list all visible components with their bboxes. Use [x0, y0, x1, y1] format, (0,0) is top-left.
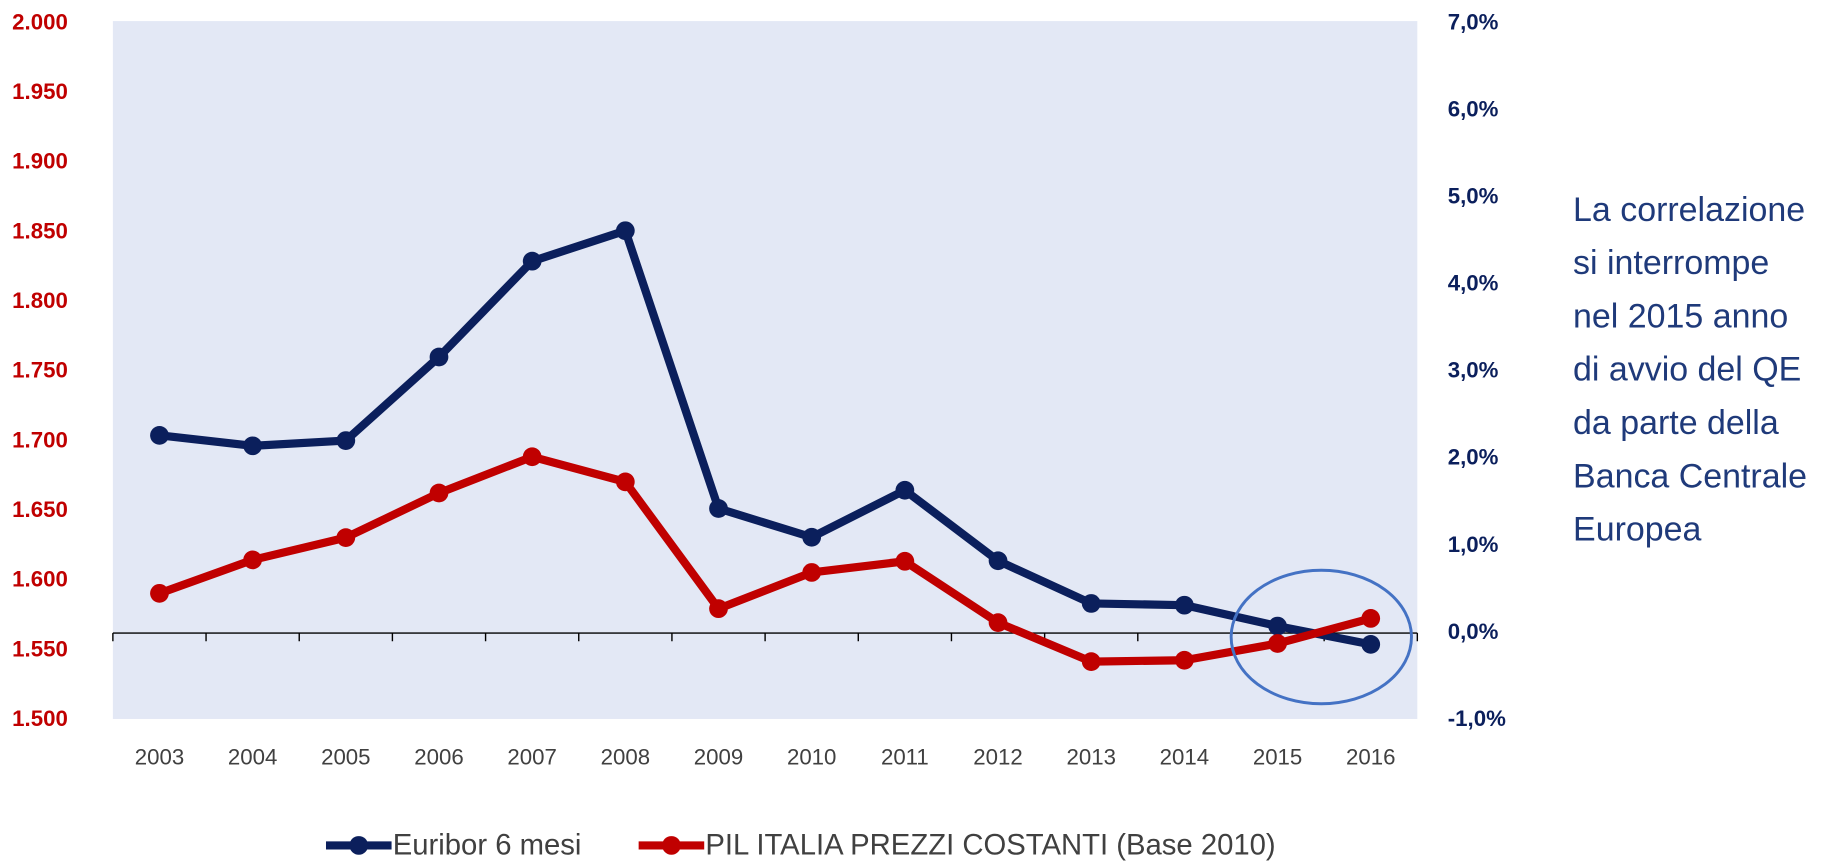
data-point	[522, 251, 542, 271]
data-point	[709, 499, 728, 518]
y-tick-label: 1.800	[12, 288, 68, 313]
y2-tick-label: 1,0%	[1448, 532, 1499, 557]
y-tick-label: 1.700	[12, 427, 68, 452]
highlight-circle	[1229, 568, 1413, 706]
data-point	[429, 347, 449, 367]
data-point	[1361, 609, 1381, 628]
y-tick-label: 1.500	[12, 706, 68, 731]
data-point	[1268, 616, 1287, 636]
data-point	[336, 528, 356, 547]
y2-tick-label: -1,0%	[1448, 706, 1506, 731]
legend-label: PIL ITALIA PREZZI COSTANTI (Base 2010)	[705, 829, 1275, 861]
y-tick-label: 1.900	[12, 149, 68, 174]
data-point	[709, 599, 728, 619]
annotation: Europea	[1573, 511, 1701, 549]
data-point	[615, 472, 635, 492]
annotation: da parte della	[1573, 404, 1779, 442]
data-point	[1361, 635, 1381, 654]
data-point	[243, 550, 263, 570]
x-tick-label: 2010	[787, 745, 836, 770]
x-tick-label: 2011	[881, 745, 929, 770]
x-tick-label: 2013	[1066, 745, 1115, 770]
data-point	[802, 527, 822, 547]
y-tick-label: 1.650	[12, 497, 68, 522]
series-line	[158, 452, 1372, 666]
y2-tick-label: 0,0%	[1448, 619, 1499, 644]
x-tick-label: 2014	[1160, 745, 1209, 770]
annotation: si interrompe	[1573, 244, 1769, 282]
data-point	[802, 563, 822, 582]
y2-tick-label: 6,0%	[1448, 96, 1499, 121]
data-point	[1268, 634, 1287, 653]
data-point	[1175, 650, 1194, 670]
data-point	[988, 613, 1008, 632]
data-point	[1081, 594, 1101, 613]
y2-tick-label: 2,0%	[1448, 445, 1499, 470]
annotation: di avvio del QE	[1573, 351, 1801, 389]
x-tick-label: 2005	[321, 745, 370, 770]
x-tick-label: 2006	[414, 745, 463, 770]
y2-tick-label: 7,0%	[1448, 9, 1499, 34]
x-tick-label: 2003	[135, 745, 184, 770]
x-tick-label: 2008	[601, 745, 650, 770]
y-tick-label: 1.550	[12, 636, 68, 661]
legend-marker	[662, 836, 681, 855]
y2-tick-label: 3,0%	[1448, 358, 1499, 383]
x-tick-label: 2012	[973, 745, 1022, 770]
x-tick-label: 2007	[507, 745, 556, 770]
plot-area	[112, 21, 1418, 719]
y-tick-label: 1.850	[12, 218, 68, 243]
x-tick-label: 2015	[1253, 745, 1302, 770]
data-point	[615, 221, 635, 241]
data-point	[895, 480, 915, 500]
x-tick-label: 2009	[694, 745, 743, 770]
data-point	[522, 447, 542, 467]
y-tick-label: 1.950	[12, 79, 68, 104]
data-point	[429, 483, 449, 503]
annotation: nel 2015 anno	[1573, 297, 1788, 335]
y-tick-label: 2.000	[12, 9, 68, 34]
data-point	[243, 436, 263, 456]
y2-tick-label: 4,0%	[1448, 271, 1499, 296]
x-tick-label: 2016	[1346, 745, 1395, 770]
data-point	[895, 551, 915, 571]
annotation: La correlazione	[1573, 191, 1805, 229]
data-point	[150, 583, 169, 603]
legend-marker	[349, 836, 369, 855]
x-tick-label: 2004	[228, 745, 277, 770]
data-point	[988, 551, 1008, 571]
y-tick-label: 1.750	[12, 358, 68, 383]
data-point	[150, 425, 169, 445]
annotation: Banca Centrale	[1573, 457, 1807, 495]
series-line	[159, 226, 1372, 649]
data-point	[1175, 595, 1194, 615]
data-point	[336, 431, 356, 450]
data-point	[1081, 652, 1101, 671]
y2-tick-label: 5,0%	[1448, 183, 1499, 208]
y-tick-label: 1.600	[12, 567, 68, 592]
legend-label: Euribor 6 mesi	[393, 829, 582, 861]
